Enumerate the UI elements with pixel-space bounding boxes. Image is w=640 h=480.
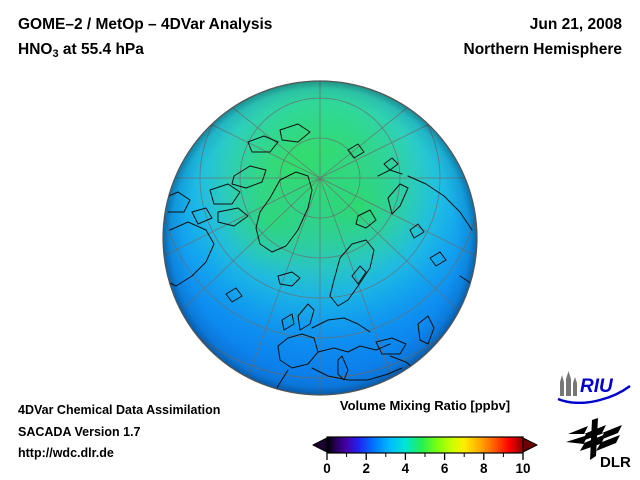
colorbar-tick-5: 10 — [515, 461, 530, 474]
species-level: at 55.4 hPa — [58, 41, 144, 58]
globe-limb-shading — [163, 81, 477, 395]
colorbar-svg: 0 2 4 6 8 10 — [312, 436, 538, 474]
colorbar-cap-high — [522, 437, 538, 453]
globe-outline — [162, 80, 478, 396]
dlr-logo-text: DLR — [600, 454, 631, 470]
globe-svg — [162, 80, 478, 396]
footer-line-2: SACADA Version 1.7 — [18, 424, 141, 439]
footer-credits: 4DVar Chemical Data Assimilation SACADA … — [18, 400, 220, 465]
footer-line-1: 4DVar Chemical Data Assimilation — [18, 403, 221, 417]
colorbar-cap-low — [312, 437, 328, 453]
species-name: HNO — [18, 41, 53, 58]
header-left: GOME–2 / MetOp – 4DVar Analysis HNO3 at … — [18, 12, 272, 64]
dlr-logo: DLR — [562, 412, 636, 475]
colorbar-tick-4: 8 — [480, 461, 488, 474]
riu-logo-text: RIU — [580, 376, 614, 397]
colorbar-tick-0: 0 — [323, 461, 331, 474]
globe-map — [162, 80, 478, 396]
footer-line-3: http://wdc.dlr.de — [18, 446, 114, 460]
dlr-logo-svg: DLR — [566, 418, 631, 471]
dlr-mark-icon — [566, 418, 622, 460]
header-right: Jun 21, 2008 Northern Hemisphere — [464, 12, 622, 62]
riu-towers-icon — [560, 371, 577, 396]
date-label: Jun 21, 2008 — [529, 16, 622, 33]
riu-wave-icon — [557, 385, 631, 405]
colorbar-tick-2: 4 — [402, 461, 410, 474]
colorbar-major-ticks — [326, 453, 524, 460]
colorbar-ramp — [326, 436, 524, 454]
species-subtitle: HNO3 at 55.4 hPa — [18, 37, 272, 64]
colorbar-tick-1: 2 — [362, 461, 370, 474]
colorbar-tick-labels: 0 2 4 6 8 10 — [323, 461, 530, 474]
colorbar-title: Volume Mixing Ratio [ppbv] — [339, 398, 511, 413]
colorbar-tick-3: 6 — [441, 461, 449, 474]
page-title: GOME–2 / MetOp – 4DVar Analysis — [18, 16, 273, 33]
riu-logo: RIU — [556, 370, 632, 409]
colorbar-minor-ticks — [346, 453, 504, 457]
region-label: Northern Hemisphere — [463, 41, 622, 58]
species-subscript: 3 — [52, 48, 59, 60]
riu-logo-svg: RIU — [557, 371, 631, 405]
colorbar: Volume Mixing Ratio [ppbv] — [305, 398, 545, 474]
